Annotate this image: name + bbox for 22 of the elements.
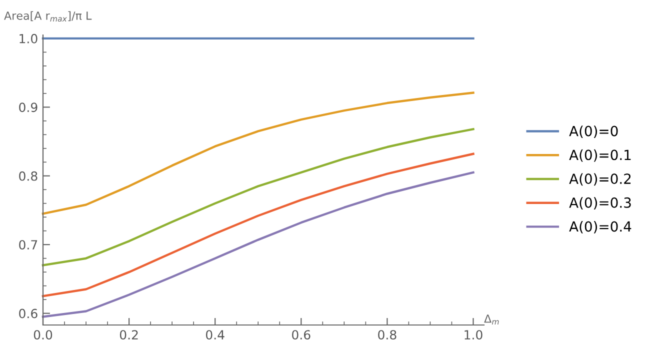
x-axis-title: Δ$_{m}$: [484, 314, 499, 324]
legend-label: A(0)=0: [569, 126, 618, 138]
line-series: [42, 128, 474, 266]
y-tick-label: 1.0: [20, 34, 38, 44]
line-series: [42, 171, 474, 318]
x-tick-label: 0.8: [378, 330, 396, 340]
legend-label: A(0)=0.3: [569, 197, 631, 210]
legend-label: A(0)=0.4: [569, 221, 632, 234]
x-tick-label: 0.2: [120, 330, 138, 340]
x-tick-label: 0.0: [34, 330, 52, 340]
y-axis-title: Area[A r$_{max}$]/π L: [4, 11, 92, 22]
legend-label: A(0)=0.2: [569, 173, 631, 186]
y-tick-label: 0.6: [19, 308, 38, 318]
line-series: [42, 152, 474, 298]
line-series: [42, 92, 474, 215]
x-tick-label: 0.4: [206, 330, 224, 340]
x-tick-label: 1.0: [464, 330, 482, 340]
legend-label: A(0)=0.1: [569, 149, 631, 162]
y-tick-label: 0.7: [19, 240, 38, 250]
x-tick-label: 0.6: [292, 330, 310, 340]
y-tick-label: 0.9: [19, 102, 38, 112]
y-tick-label: 0.8: [19, 171, 38, 181]
